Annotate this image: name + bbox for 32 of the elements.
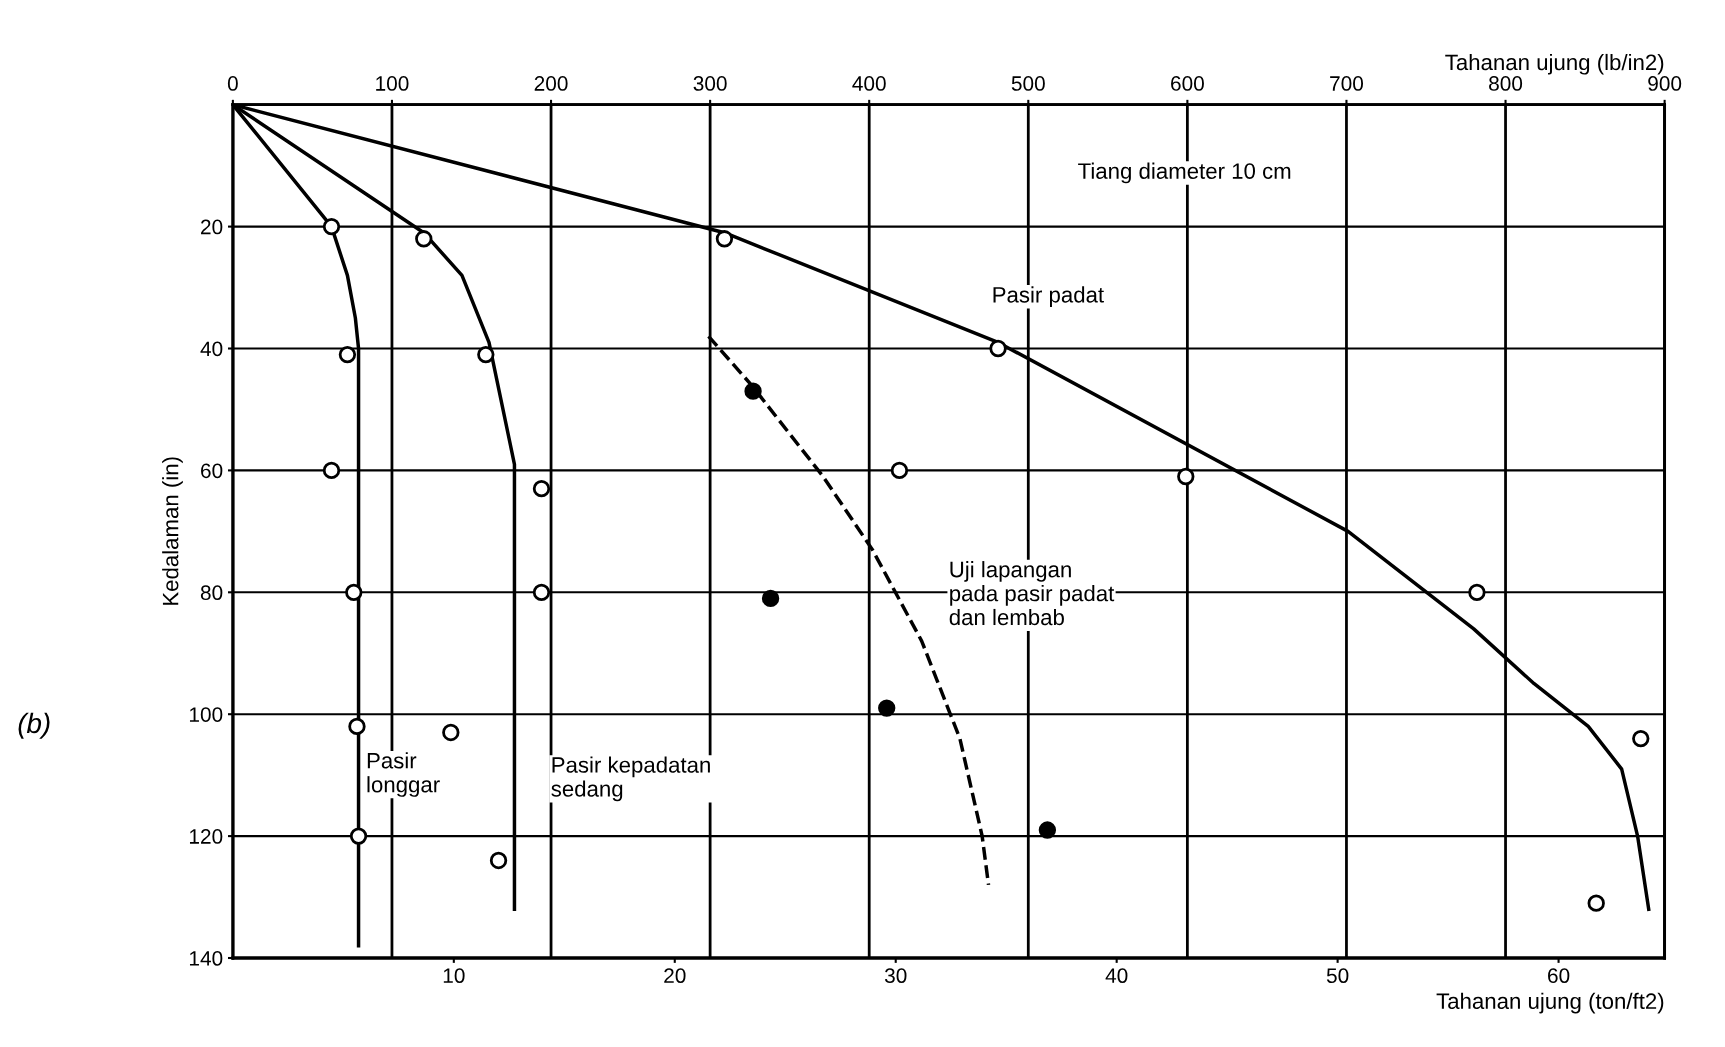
annotation: Uji lapangan pada pasir padat dan lembab — [949, 561, 1115, 626]
x-axis-title: Tahanan ujung (ton/ft2) — [1436, 992, 1664, 1014]
x-tick-label: 30 — [884, 968, 907, 984]
x-tick-label: 20 — [664, 968, 686, 984]
x-tick-label: 40 — [1105, 968, 1128, 984]
text: (b) — [18, 712, 50, 739]
x2-tick-label: 200 — [534, 76, 568, 91]
x2-tick-label: 400 — [852, 76, 886, 91]
x2-tick-label: 100 — [376, 76, 409, 91]
x2-tick-label: 600 — [1171, 76, 1204, 91]
x2-tick-label: 900 — [1648, 76, 1682, 91]
x2-tick-label: 800 — [1489, 76, 1523, 91]
x2-tick-label: 500 — [1011, 76, 1045, 91]
y-tick-label: 20 — [201, 219, 223, 235]
y-tick-label: 40 — [200, 341, 223, 357]
annotation: Pasir kepadatan sedang — [551, 756, 710, 802]
y-tick-label: 140 — [189, 951, 223, 966]
x2-tick-label: 300 — [693, 76, 727, 91]
y-tick-label: 120 — [189, 829, 223, 844]
y-axis-title: Kedalaman (in) — [162, 457, 183, 605]
x-tick-label: 60 — [1548, 968, 1570, 984]
annotation: Tiang diameter 10 cm — [1078, 162, 1291, 184]
y-tick-label: 80 — [200, 585, 223, 601]
x2-tick-label: 700 — [1330, 76, 1364, 91]
annotation: Pasir longgar — [367, 752, 440, 797]
x-tick-label: 10 — [443, 968, 465, 984]
x-tick-label: 50 — [1326, 968, 1349, 984]
x2-axis-title: Tahanan ujung (lb/in2) — [1445, 53, 1664, 75]
annotation: Pasir padat — [993, 286, 1104, 308]
y-tick-label: 60 — [201, 463, 223, 479]
y-tick-label: 100 — [189, 707, 223, 722]
x2-tick-label: 0 — [227, 76, 238, 91]
